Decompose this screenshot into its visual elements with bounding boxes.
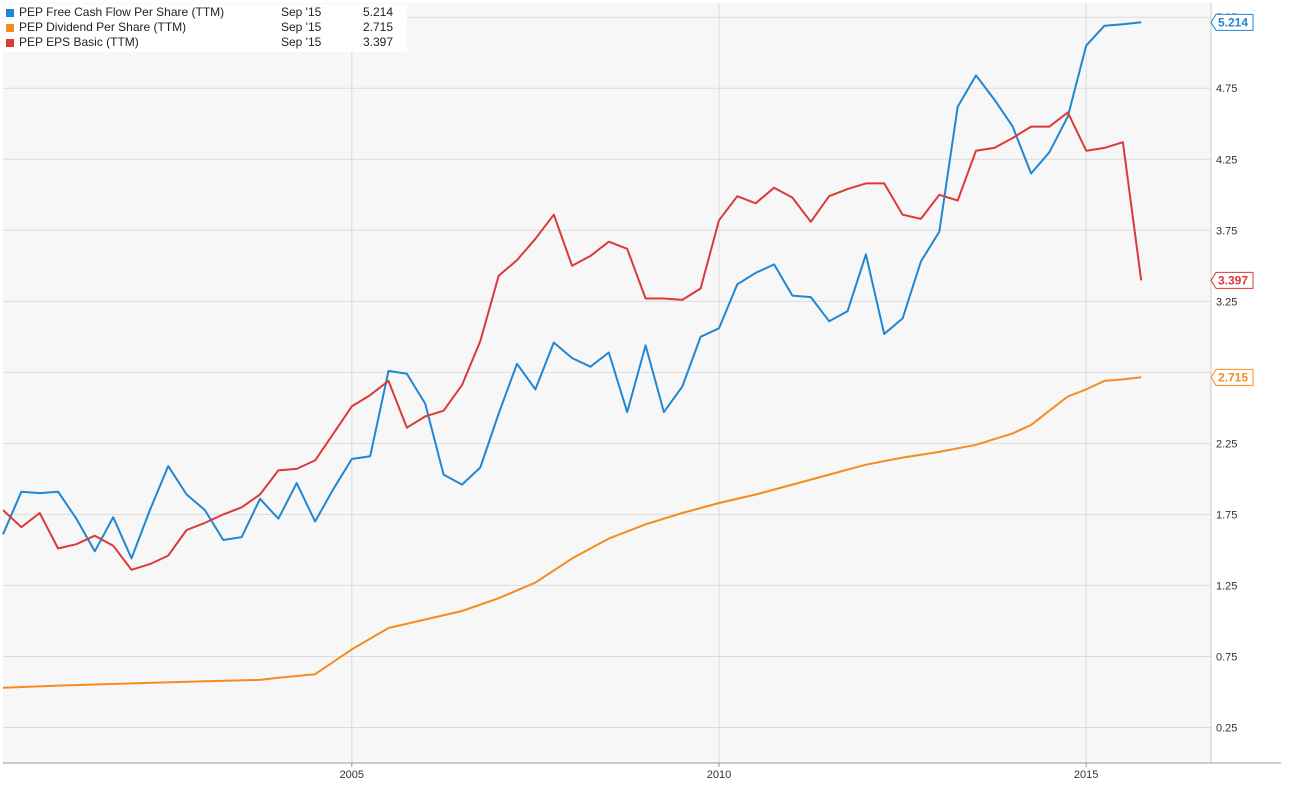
legend-row-fcf: PEP Free Cash Flow Per Share (TTM) Sep '…	[6, 5, 403, 20]
value-flag-eps: 3.397	[1210, 271, 1254, 289]
legend-date-fcf: Sep '15	[281, 5, 322, 19]
legend-value-dividend: 2.715	[363, 20, 394, 34]
legend-swatch-eps	[6, 38, 14, 47]
legend-label-eps: PEP EPS Basic (TTM)	[19, 35, 139, 49]
legend-value-fcf: 5.214	[363, 5, 394, 19]
value-flag-label: 2.715	[1218, 370, 1248, 384]
legend: PEP Free Cash Flow Per Share (TTM) Sep '…	[4, 4, 407, 52]
value-flag-dividend: 2.715	[1210, 368, 1254, 386]
legend-swatch-fcf	[6, 8, 14, 17]
value-flag-box	[1210, 13, 1254, 31]
y-tick-label: 0.75	[1216, 651, 1237, 663]
series-line-fcf	[2, 21, 1142, 560]
legend-date-eps: Sep '15	[281, 35, 322, 49]
y-tick-label: 3.75	[1216, 225, 1237, 237]
y-tick-label: 4.25	[1216, 154, 1237, 166]
legend-date-dividend: Sep '15	[281, 20, 322, 34]
value-flags: 5.214 2.715 3.397	[1210, 13, 1254, 386]
series-layer	[2, 21, 1143, 689]
legend-label-fcf: PEP Free Cash Flow Per Share (TTM)	[19, 5, 225, 19]
y-tick-label: 1.25	[1216, 580, 1237, 592]
value-flag-box	[1210, 368, 1254, 386]
legend-row-dividend: PEP Dividend Per Share (TTM) Sep '15 2.7…	[6, 20, 403, 35]
value-flag-box	[1210, 271, 1254, 289]
y-tick-label: 3.25	[1216, 296, 1237, 308]
legend-swatch-dividend	[6, 23, 14, 32]
series-line-eps	[2, 111, 1143, 571]
value-flag-fcf: 5.214	[1210, 13, 1254, 31]
value-flag-label: 5.214	[1218, 15, 1248, 29]
series-line-dividend	[2, 376, 1142, 689]
legend-value-eps: 3.397	[363, 35, 394, 49]
plot-background	[3, 3, 1211, 763]
legend-label-dividend: PEP Dividend Per Share (TTM)	[19, 20, 187, 34]
y-tick-label: 0.25	[1216, 722, 1237, 734]
x-tick-label: 2010	[707, 769, 731, 781]
x-axis: 2005 2010 2015	[340, 763, 1098, 781]
value-flag-label: 3.397	[1218, 273, 1248, 287]
x-tick-label: 2015	[1074, 769, 1098, 781]
y-tick-label: 2.25	[1216, 438, 1237, 450]
x-tick-label: 2005	[340, 769, 364, 781]
legend-row-eps: PEP EPS Basic (TTM) Sep '15 3.397	[6, 35, 403, 50]
y-tick-label: 4.75	[1216, 83, 1237, 95]
y-tick-label: 1.75	[1216, 509, 1237, 521]
